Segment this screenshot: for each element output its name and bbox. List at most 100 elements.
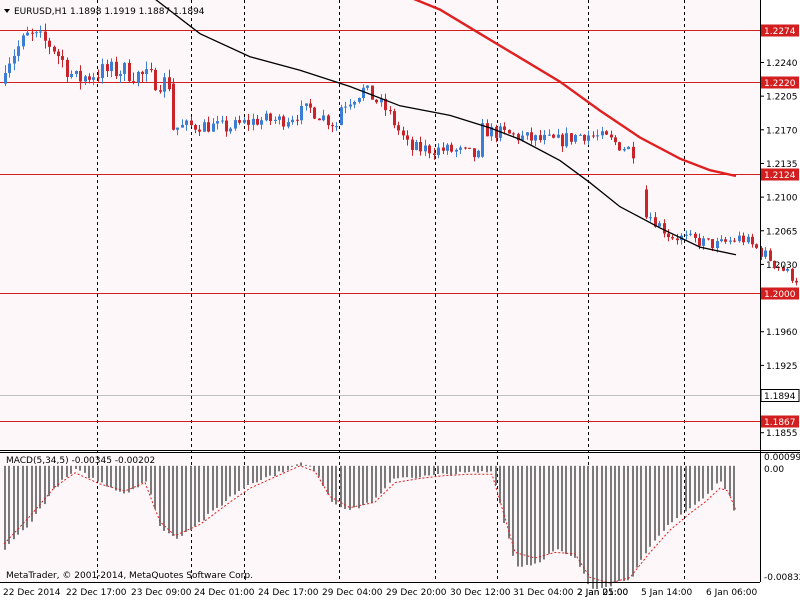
- candle-body: [446, 144, 449, 151]
- candle-body: [349, 104, 352, 107]
- candle-body: [428, 145, 431, 154]
- candle-body: [278, 116, 281, 120]
- level-price-box: [761, 287, 799, 300]
- time-axis-label: 22 Dec 2014: [3, 588, 61, 598]
- macd-bar: [26, 465, 28, 528]
- candle-body: [252, 118, 255, 125]
- macd-bar: [640, 465, 642, 560]
- macd-header: MACD(5,34,5) -0.00345 -0.00202: [6, 456, 155, 466]
- candle-body: [658, 223, 661, 227]
- time-axis-label: 29 Dec 04:00: [322, 588, 383, 598]
- macd-bar: [446, 465, 448, 475]
- macd-bar: [459, 465, 461, 472]
- macd-bar: [115, 465, 117, 491]
- level-price-box: [761, 415, 799, 428]
- time-axis-label: 2 Jan 21:00: [577, 588, 629, 598]
- candle-body: [747, 236, 750, 243]
- macd-bar: [605, 465, 607, 587]
- price-axis-label: 1.1855: [766, 429, 798, 439]
- macd-bar: [618, 465, 620, 581]
- macd-bar: [265, 465, 267, 478]
- macd-bar: [384, 465, 386, 489]
- candle-body: [229, 128, 232, 132]
- macd-bar: [53, 465, 55, 489]
- macd-bar: [88, 465, 90, 479]
- macd-bar: [150, 465, 152, 495]
- macd-bar: [247, 465, 249, 485]
- macd-bar: [274, 465, 276, 477]
- candle-body: [539, 135, 542, 140]
- candle-body: [234, 120, 237, 129]
- candle-body: [17, 46, 20, 56]
- macd-bar: [48, 465, 50, 497]
- time-scale[interactable]: [0, 582, 800, 600]
- copyright-text: MetaTrader, © 2001-2014, MetaQuotes Soft…: [6, 571, 253, 581]
- candle-body: [751, 236, 754, 245]
- macd-bar: [380, 465, 382, 494]
- macd-bar: [375, 465, 377, 498]
- macd-bar: [534, 465, 536, 564]
- macd-bar: [84, 465, 86, 473]
- candle-body: [22, 35, 25, 47]
- macd-bar: [406, 465, 408, 478]
- candle-body: [44, 31, 47, 41]
- macd-bar: [716, 465, 718, 484]
- candle-body: [627, 146, 630, 150]
- candle-body: [66, 59, 69, 77]
- macd-bar: [168, 465, 170, 534]
- macd-bar: [61, 465, 63, 480]
- candle-body: [84, 76, 87, 82]
- macd-bar: [596, 465, 598, 590]
- macd-bar: [689, 465, 691, 509]
- macd-bar: [663, 465, 665, 531]
- macd-bar: [610, 465, 612, 587]
- macd-bar: [309, 465, 311, 467]
- symbol-menu-icon[interactable]: [4, 9, 10, 13]
- macd-bar: [442, 465, 444, 474]
- candle-body: [384, 98, 387, 111]
- macd-bar: [362, 465, 364, 506]
- macd-bar: [13, 465, 15, 540]
- price-axis-label: 1.2065: [766, 227, 798, 237]
- candle-body: [685, 234, 688, 236]
- candle-body: [557, 134, 560, 138]
- macd-bar: [327, 465, 329, 495]
- candle-body: [106, 64, 109, 72]
- macd-bar: [632, 465, 634, 577]
- candle-body: [649, 217, 652, 219]
- axis-labels: 22 Dec 2014 22 Dec 17:00 23 Dec 09:00 24 De…: [3, 59, 800, 598]
- moving-average-black[interactable]: [150, 0, 737, 256]
- macd-bar: [499, 465, 501, 504]
- macd-bar: [570, 465, 572, 556]
- time-axis-label: 22 Dec 17:00: [66, 588, 127, 598]
- macd-bar: [234, 465, 236, 495]
- candle-body: [596, 135, 599, 137]
- macd-bar: [305, 464, 307, 466]
- candle-body: [618, 142, 621, 151]
- level-price-box: [761, 76, 799, 89]
- macd-bar: [358, 465, 360, 509]
- macd-bar: [601, 465, 603, 588]
- moving-average-red[interactable]: [360, 0, 737, 178]
- macd-bar: [110, 465, 112, 488]
- macd-bar: [486, 465, 488, 473]
- candle-body: [274, 119, 277, 121]
- candle-body: [318, 118, 321, 121]
- macd-bar: [190, 465, 192, 531]
- candle-body: [433, 153, 436, 156]
- candle-body: [380, 98, 383, 103]
- candle-body: [70, 74, 73, 77]
- macd-bar: [296, 464, 298, 466]
- candle-body: [415, 142, 418, 150]
- candle-body: [574, 135, 577, 142]
- candle-body: [503, 126, 506, 130]
- horizontal-level-lines: 1.2274 1.2220 1.2124 1.2000 1.1867 1.1894: [0, 24, 800, 428]
- candle-body: [8, 63, 11, 74]
- candle-body: [212, 123, 215, 132]
- candle-body: [309, 103, 312, 108]
- candle-body: [123, 62, 126, 74]
- candle-body: [526, 132, 529, 136]
- candle-body: [150, 69, 153, 71]
- macd-bar: [313, 465, 315, 471]
- candle-body: [477, 150, 480, 158]
